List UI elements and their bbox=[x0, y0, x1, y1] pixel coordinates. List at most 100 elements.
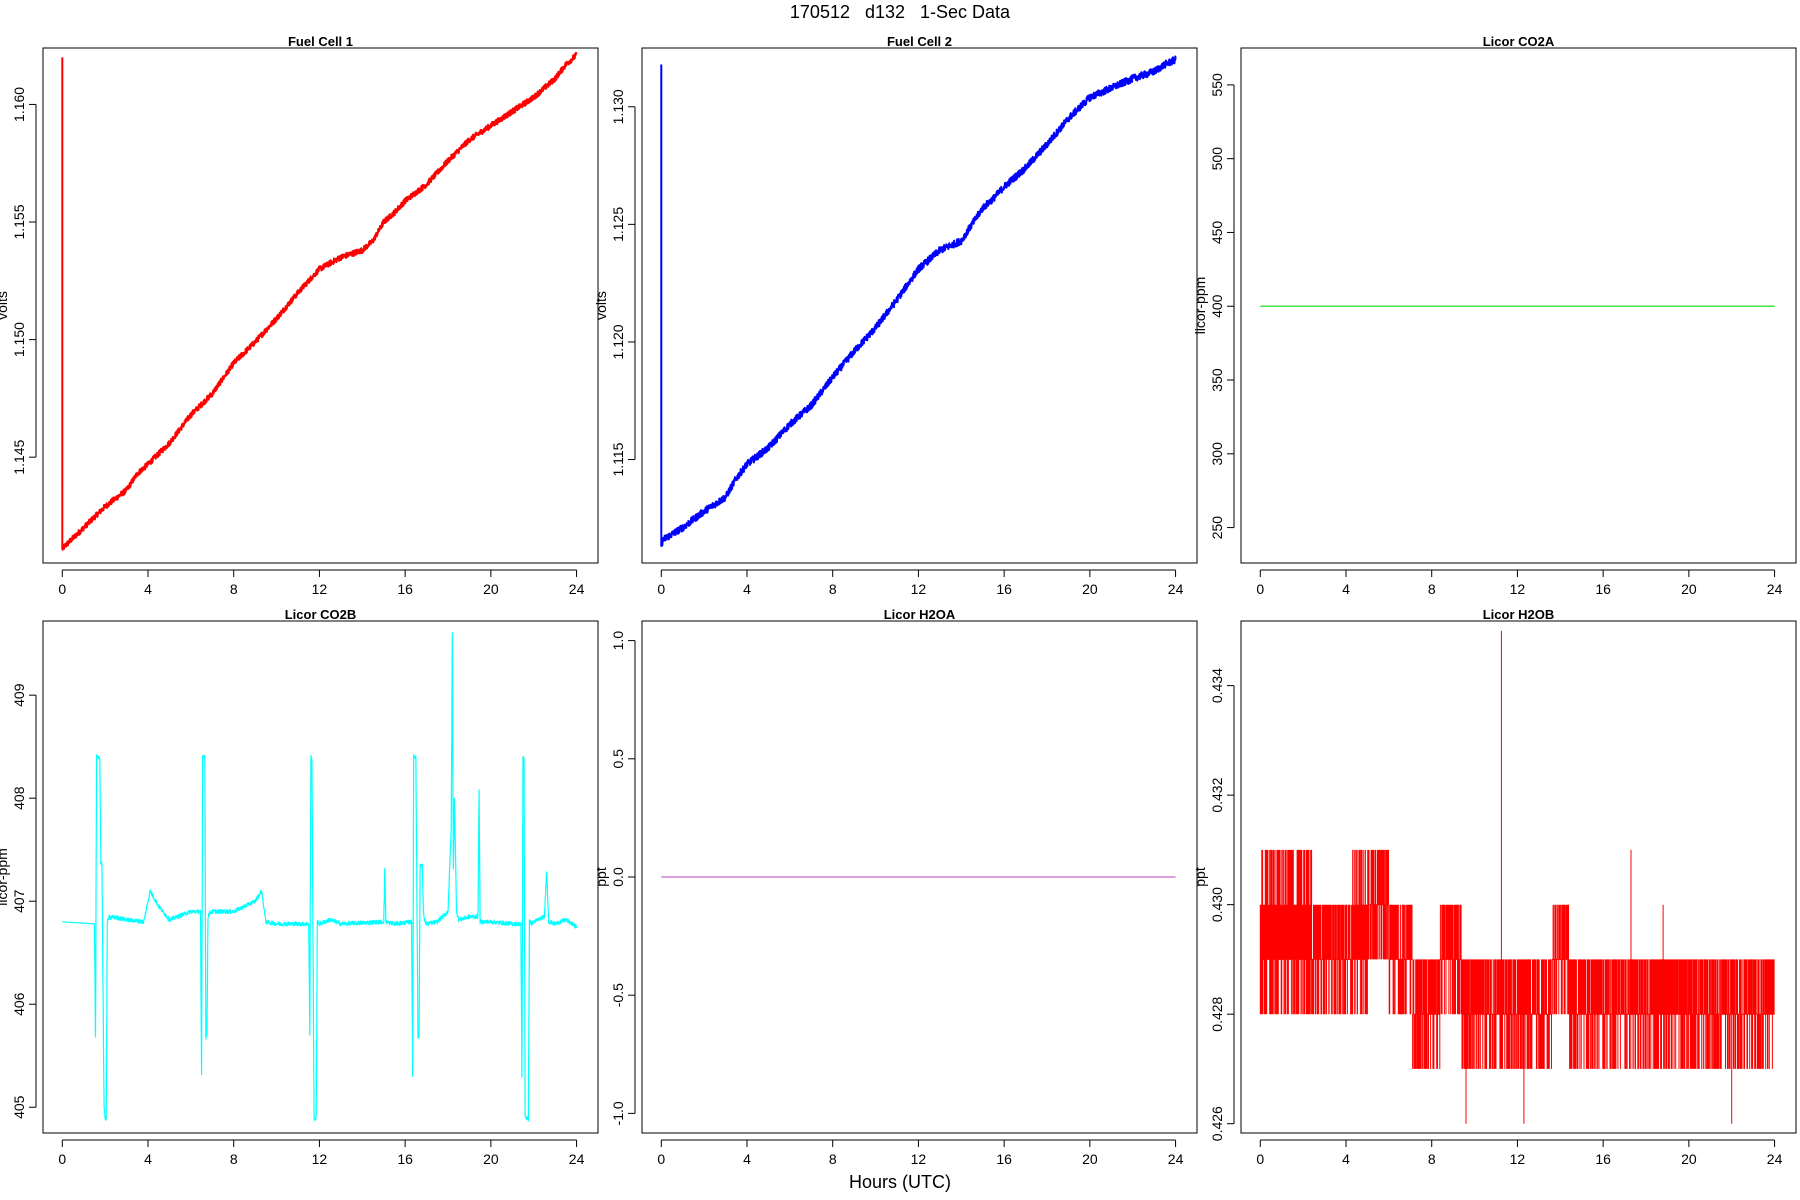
x-tick-label: 16 bbox=[996, 581, 1012, 597]
y-tick-label: 1.145 bbox=[11, 439, 27, 474]
y-axis-title: volts bbox=[0, 291, 10, 320]
y-tick-label: 1.120 bbox=[610, 324, 626, 359]
x-tick-label: 12 bbox=[1510, 581, 1526, 597]
x-axis: 0 4 8 12 16 20 24 bbox=[58, 1139, 585, 1167]
x-tick-label: 12 bbox=[1510, 1151, 1526, 1167]
x-tick-label: 0 bbox=[1256, 1151, 1264, 1167]
x-tick-label: 8 bbox=[230, 1151, 238, 1167]
y-axis-title: licor-ppm bbox=[0, 848, 10, 906]
panel-title: Fuel Cell 1 bbox=[288, 34, 353, 49]
plot-frame bbox=[42, 620, 599, 1134]
series-line bbox=[660, 55, 1177, 547]
y-tick-label: 407 bbox=[11, 889, 27, 913]
plot-frame bbox=[42, 47, 599, 564]
y-tick-label: 450 bbox=[1209, 221, 1225, 245]
y-tick-label: 0.430 bbox=[1209, 887, 1225, 922]
y-tick-label: -1.0 bbox=[610, 1101, 626, 1125]
x-tick-label: 16 bbox=[996, 1151, 1012, 1167]
x-axis: 0 4 8 12 16 20 24 bbox=[657, 569, 1184, 597]
y-tick-label: 1.160 bbox=[11, 87, 27, 122]
y-tick-label: 400 bbox=[1209, 294, 1225, 318]
x-tick-label: 20 bbox=[483, 581, 499, 597]
y-tick-label: 0.426 bbox=[1209, 1106, 1225, 1141]
plot-frame bbox=[641, 47, 1198, 564]
x-tick-label: 8 bbox=[829, 581, 837, 597]
x-tick-label: 24 bbox=[1168, 1151, 1184, 1167]
x-tick-label: 24 bbox=[1767, 1151, 1783, 1167]
x-tick-label: 12 bbox=[911, 581, 927, 597]
x-tick-label: 4 bbox=[743, 1151, 751, 1167]
y-axis-title: ppt bbox=[1192, 867, 1208, 887]
panel-fuel-cell-2: Fuel Cell 20 4 8 12 16 20 241.1151.1201.1251.1… bbox=[593, 34, 1198, 597]
y-tick-label: 0.5 bbox=[610, 749, 626, 769]
y-axis: 250 300 350 400 450 500 550 bbox=[1209, 73, 1235, 540]
y-tick-label: -0.5 bbox=[610, 983, 626, 1007]
x-tick-label: 24 bbox=[569, 581, 585, 597]
page-title: 170512 d132 1-Sec Data bbox=[789, 2, 1011, 22]
x-tick-label: 0 bbox=[657, 581, 665, 597]
x-axis: 0 4 8 12 16 20 24 bbox=[657, 1139, 1184, 1167]
panel-licor-h2ob: Licor H2OB 0 4 8 12 16 20 24 0.426 0.428 0.430 0.43… bbox=[1192, 607, 1797, 1167]
x-tick-label: 4 bbox=[743, 581, 751, 597]
x-tick-label: 8 bbox=[1428, 581, 1436, 597]
y-tick-label: 0.434 bbox=[1209, 668, 1225, 703]
x-tick-label: 4 bbox=[1342, 581, 1350, 597]
x-tick-label: 20 bbox=[483, 1151, 499, 1167]
y-tick-label: 0.432 bbox=[1209, 777, 1225, 812]
x-axis-title: Hours (UTC) bbox=[849, 1172, 951, 1192]
x-tick-label: 8 bbox=[829, 1151, 837, 1167]
panel-title: Licor CO2B bbox=[285, 607, 357, 622]
y-tick-label: 500 bbox=[1209, 147, 1225, 171]
series-line bbox=[61, 51, 578, 551]
x-tick-label: 16 bbox=[1595, 581, 1611, 597]
x-tick-label: 8 bbox=[1428, 1151, 1436, 1167]
x-tick-label: 4 bbox=[144, 1151, 152, 1167]
panel-licor-co2a: Licor CO2A 0 4 8 12 16 20 24 250 300 350 400 450 500 5… bbox=[1192, 34, 1797, 597]
y-axis: 0.426 0.428 0.430 0.432 0.434 bbox=[1209, 668, 1235, 1141]
y-tick-label: 1.150 bbox=[11, 322, 27, 357]
y-tick-label: 1.125 bbox=[610, 207, 626, 242]
x-axis: 0 4 8 12 16 20 24 bbox=[58, 569, 585, 597]
y-axis: 1.145 1.150 1.155 1.160 bbox=[11, 87, 37, 475]
x-tick-label: 0 bbox=[58, 1151, 66, 1167]
panel-licor-co2b: Licor CO2B 0 4 8 12 16 20 24 405 406 407 408 409 lico… bbox=[0, 607, 599, 1167]
x-tick-label: 24 bbox=[1168, 581, 1184, 597]
x-tick-label: 8 bbox=[230, 581, 238, 597]
x-tick-label: 16 bbox=[397, 581, 413, 597]
x-tick-label: 12 bbox=[911, 1151, 927, 1167]
x-tick-label: 0 bbox=[1256, 581, 1264, 597]
y-tick-label: 550 bbox=[1209, 73, 1225, 97]
panel-title: Fuel Cell 2 bbox=[887, 34, 952, 49]
y-tick-label: 409 bbox=[11, 683, 27, 707]
x-axis: 0 4 8 12 16 20 24 bbox=[1256, 569, 1783, 597]
x-tick-label: 20 bbox=[1082, 1151, 1098, 1167]
x-tick-label: 12 bbox=[312, 581, 328, 597]
y-axis-title: ppt bbox=[593, 867, 609, 887]
x-axis: 0 4 8 12 16 20 24 bbox=[1256, 1139, 1783, 1167]
x-tick-label: 16 bbox=[1595, 1151, 1611, 1167]
x-tick-label: 24 bbox=[1767, 581, 1783, 597]
y-tick-label: 0.0 bbox=[610, 867, 626, 887]
series-line bbox=[1259, 630, 1775, 1124]
x-tick-label: 16 bbox=[397, 1151, 413, 1167]
panel-title: Licor H2OB bbox=[1483, 607, 1555, 622]
x-tick-label: 0 bbox=[657, 1151, 665, 1167]
y-tick-label: 250 bbox=[1209, 516, 1225, 540]
y-tick-label: 408 bbox=[11, 786, 27, 810]
panel-fuel-cell-1: Fuel Cell 10 4 8 12 16 20 241.1451.1501.1551.1… bbox=[0, 34, 599, 597]
y-tick-label: 405 bbox=[11, 1095, 27, 1119]
panel-title: Licor H2OA bbox=[884, 607, 956, 622]
panel-title: Licor CO2A bbox=[1483, 34, 1555, 49]
plot-frame bbox=[1240, 47, 1797, 564]
y-axis-title: licor-ppm bbox=[1192, 277, 1208, 335]
y-tick-label: 406 bbox=[11, 992, 27, 1016]
x-tick-label: 0 bbox=[58, 581, 66, 597]
plot-frame bbox=[641, 620, 1198, 1134]
x-tick-label: 4 bbox=[1342, 1151, 1350, 1167]
y-axis: 1.115 1.120 1.125 1.130 bbox=[610, 89, 636, 477]
x-tick-label: 20 bbox=[1681, 581, 1697, 597]
y-tick-label: 1.115 bbox=[610, 442, 626, 476]
series-line bbox=[62, 632, 578, 1122]
panel-licor-h2oa: Licor H2OA 0 4 8 12 16 20 24 -1.0 -0.5 0.0 0.5 1.0 pp… bbox=[593, 607, 1198, 1167]
